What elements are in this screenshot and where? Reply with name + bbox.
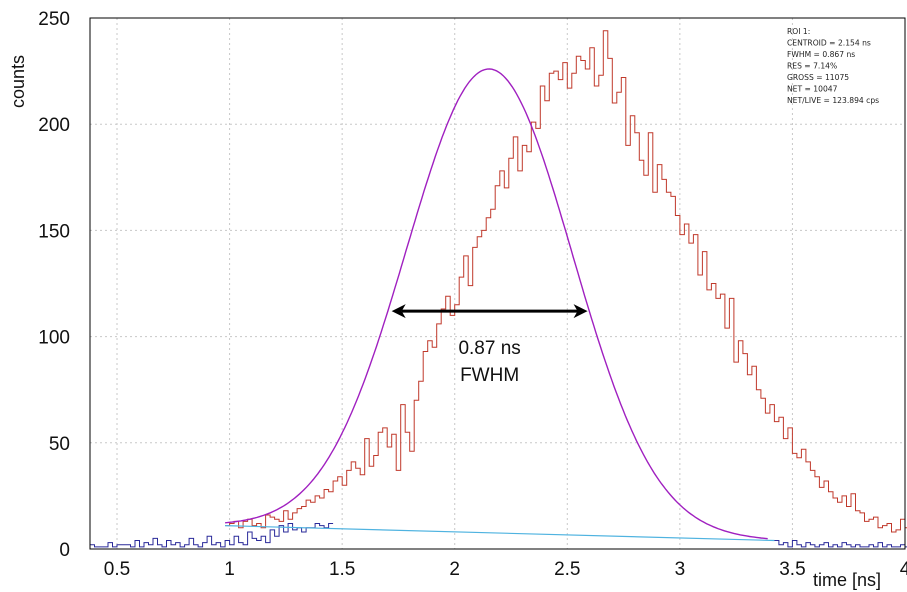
x-axis-label: time [ns] bbox=[813, 570, 881, 590]
series-layer bbox=[90, 30, 907, 548]
fwhm-arrow-left-head bbox=[391, 304, 406, 319]
grid bbox=[90, 18, 905, 549]
roi-line-2: FWHM = 0.867 ns bbox=[787, 50, 855, 59]
fwhm-arrow-right-head bbox=[573, 304, 588, 319]
y-tick-label: 0 bbox=[59, 540, 70, 561]
x-tick-label: 2.5 bbox=[554, 559, 580, 580]
plot-frame bbox=[89, 17, 906, 550]
x-tick-label: 3.5 bbox=[779, 559, 805, 580]
x-tick-label: 1.5 bbox=[329, 559, 355, 580]
tick-labels: 0.5 1 1.5 2 2.5 3 3.5 4 0 50 100 150 200 250 bbox=[38, 9, 907, 580]
roi-line-6: NET/LIVE = 123.894 cps bbox=[787, 96, 879, 105]
roi-info-box: ROI 1: CENTROID = 2.154 ns FWHM = 0.867 … bbox=[787, 27, 879, 105]
histogram-series-outside-roi bbox=[90, 523, 334, 548]
x-tick-label: 1 bbox=[224, 559, 235, 580]
roi-line-0: ROI 1: bbox=[787, 27, 810, 36]
gaussian-fit-curve bbox=[225, 68, 768, 540]
histogram-series-outside-roi bbox=[774, 540, 907, 548]
x-tick-label: 0.5 bbox=[104, 559, 130, 580]
roi-line-4: GROSS = 11075 bbox=[787, 73, 849, 82]
y-tick-label: 250 bbox=[38, 9, 70, 30]
y-tick-label: 50 bbox=[49, 434, 70, 455]
y-tick-label: 200 bbox=[38, 115, 70, 136]
y-tick-label: 100 bbox=[38, 328, 70, 349]
background-line bbox=[225, 525, 775, 542]
fwhm-annotation: 0.87 ns FWHM bbox=[391, 304, 588, 386]
x-tick-label: 3 bbox=[675, 559, 686, 580]
y-axis-label: counts bbox=[8, 55, 28, 108]
fwhm-value-label: 0.87 ns bbox=[458, 338, 520, 359]
histogram-series-roi bbox=[225, 30, 907, 533]
x-tick-label: 4 bbox=[900, 559, 907, 580]
roi-line-1: CENTROID = 2.154 ns bbox=[787, 39, 871, 48]
roi-line-5: NET = 10047 bbox=[787, 85, 838, 94]
fwhm-caption-label: FWHM bbox=[460, 365, 519, 386]
x-tick-label: 2 bbox=[449, 559, 460, 580]
y-tick-label: 150 bbox=[38, 221, 70, 242]
roi-line-3: RES = 7.14% bbox=[787, 62, 837, 71]
